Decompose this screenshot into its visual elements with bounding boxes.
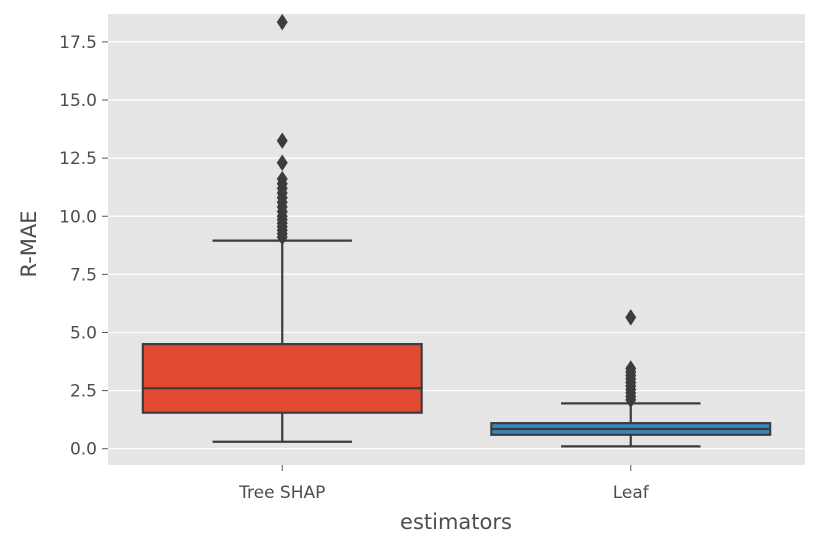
outlier-point — [625, 309, 637, 326]
y-axis-label: R-MAE — [17, 210, 41, 277]
y-tick-label: 5.0 — [70, 323, 97, 343]
outlier-point — [276, 132, 288, 149]
y-ticks: 0.0 2.5 5.0 7.5 10.0 12.5 15.0 17.5 — [59, 33, 108, 460]
iqr-box — [141, 343, 423, 414]
boxes — [141, 13, 772, 448]
y-tick-label: 10.0 — [59, 207, 97, 227]
y-tick-label: 0.0 — [70, 440, 97, 460]
y-tick-label: 15.0 — [59, 91, 97, 111]
outlier-point — [276, 13, 288, 31]
y-tick-label: 2.5 — [70, 382, 97, 402]
outlier-point — [625, 391, 637, 409]
outlier-point — [276, 154, 288, 172]
x-tick-label: Tree SHAP — [238, 483, 325, 503]
y-tick-label: 12.5 — [59, 149, 97, 169]
x-tick-label: Leaf — [613, 483, 650, 503]
box-1 — [141, 13, 423, 443]
outlier-point — [276, 228, 288, 246]
y-tick-label: 7.5 — [70, 265, 97, 285]
box-2 — [490, 309, 772, 448]
x-axis-label: estimators — [400, 510, 512, 534]
x-ticks: Tree SHAP Leaf — [238, 465, 650, 503]
y-tick-label: 17.5 — [59, 33, 97, 53]
